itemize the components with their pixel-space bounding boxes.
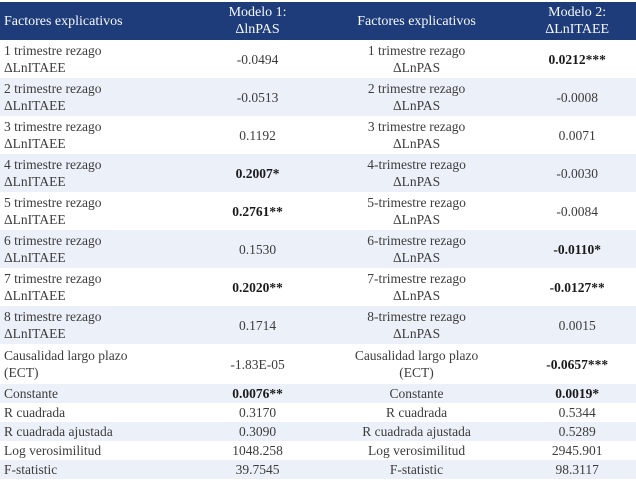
table-row-f-statistic: F-statistic 39.7545 F-statistic 98.3117 — [0, 460, 636, 479]
model1-value-cell: -1.83E-05 — [230, 356, 285, 372]
factor-right-cell: 5-trimestre rezago ΔLnPAS — [367, 195, 466, 227]
factor-right-cell: 1 trimestre rezago ΔLnPAS — [367, 43, 466, 75]
factor-left-cell: 8 trimestre rezago ΔLnITAEE — [4, 309, 102, 341]
factor-right-cell: R cuadrada — [386, 405, 448, 420]
table-header: Factores explicativos Modelo 1: ΔlnPAS F… — [0, 2, 636, 40]
table-row-constante: Constante 0.0076** Constante 0.0019* — [0, 384, 636, 403]
factor-left-cell: F-statistic — [4, 462, 58, 477]
factor-left-cell: 5 trimestre rezago ΔLnITAEE — [4, 195, 102, 227]
table-row-lag2: 2 trimestre rezago ΔLnITAEE -0.0513 2 tr… — [0, 78, 636, 116]
model2-value-cell: 0.0212*** — [548, 51, 606, 67]
model1-value-cell: 0.1530 — [239, 241, 277, 257]
model2-value-cell: 0.5344 — [558, 405, 596, 420]
factor-left-cell: Causalidad largo plazo (ECT) — [4, 348, 128, 380]
model1-value-cell: 0.3090 — [239, 424, 277, 439]
model2-value-cell: 0.5289 — [558, 424, 596, 439]
header-model2: Modelo 2: ΔLnITAEE — [545, 5, 610, 37]
factor-right-cell: F-statistic — [389, 462, 444, 477]
factor-left-cell: 4 trimestre rezago ΔLnITAEE — [4, 157, 102, 189]
factor-left-cell: 2 trimestre rezago ΔLnITAEE — [4, 81, 102, 113]
table-row-lag6: 6 trimestre rezago ΔLnITAEE 0.1530 6-tri… — [0, 230, 636, 268]
factor-right-cell: 7-trimestre rezago ΔLnPAS — [367, 271, 466, 303]
factor-left-cell: Log verosimilitud — [4, 443, 102, 458]
model1-value-cell: 0.0076** — [232, 386, 283, 401]
model2-value-cell: -0.0110* — [553, 241, 601, 257]
factor-left-cell: R cuadrada ajustada — [4, 424, 113, 439]
header-row: Factores explicativos Modelo 1: ΔlnPAS F… — [0, 2, 636, 40]
model1-value-cell: -0.0494 — [236, 51, 279, 67]
factor-left-cell: 3 trimestre rezago ΔLnITAEE — [4, 119, 102, 151]
model2-value-cell: -0.0127** — [549, 279, 605, 295]
factor-right-cell: 6-trimestre rezago ΔLnPAS — [367, 233, 466, 265]
table-row-lag5: 5 trimestre rezago ΔLnITAEE 0.2761** 5-t… — [0, 192, 636, 230]
model2-value-cell: 98.3117 — [555, 462, 599, 477]
factor-left-cell: R cuadrada — [4, 405, 66, 420]
model1-value-cell: 0.2761** — [232, 203, 283, 219]
table-body: 1 trimestre rezago ΔLnITAEE -0.0494 1 tr… — [0, 40, 636, 479]
model2-value-cell: 0.0015 — [558, 317, 596, 333]
model1-value-cell: 0.2020** — [232, 279, 283, 295]
factor-left-cell: Constante — [4, 386, 58, 401]
model2-value-cell: 0.0071 — [558, 127, 596, 143]
factor-right-cell: Constante — [389, 386, 444, 401]
model1-value-cell: 39.7545 — [235, 462, 280, 477]
table-row-r-cuadrada-ajustada: R cuadrada ajustada 0.3090 R cuadrada aj… — [0, 422, 636, 441]
model2-value-cell: -0.0657*** — [546, 356, 609, 372]
header-factors-left: Factores explicativos — [4, 13, 123, 29]
factor-right-cell: 4-trimestre rezago ΔLnPAS — [367, 157, 466, 189]
factor-right-cell: Causalidad largo plazo (ECT) — [354, 348, 479, 380]
model1-value-cell: 0.1714 — [239, 317, 277, 333]
model1-value-cell: 0.3170 — [239, 405, 277, 420]
header-factors-right: Factores explicativos — [357, 13, 476, 29]
model2-value-cell: 0.0019* — [555, 386, 600, 401]
model2-value-cell: -0.0030 — [556, 165, 598, 181]
table-row-lag4: 4 trimestre rezago ΔLnITAEE 0.2007* 4-tr… — [0, 154, 636, 192]
model1-value-cell: 1048.258 — [232, 443, 283, 458]
model2-value-cell: -0.0084 — [556, 203, 598, 219]
table-row-lag8: 8 trimestre rezago ΔLnITAEE 0.1714 8-tri… — [0, 306, 636, 344]
factor-right-cell: 3 trimestre rezago ΔLnPAS — [367, 119, 466, 151]
factor-right-cell: Log verosimilitud — [367, 443, 466, 458]
table-row-ect: Causalidad largo plazo (ECT) -1.83E-05 C… — [0, 344, 636, 384]
factor-right-cell: 8-trimestre rezago ΔLnPAS — [367, 309, 466, 341]
factor-right-cell: 2 trimestre rezago ΔLnPAS — [367, 81, 466, 113]
model1-value-cell: 0.1192 — [239, 127, 276, 143]
factor-right-cell: R cuadrada ajustada — [362, 424, 471, 439]
table-row-r-cuadrada: R cuadrada 0.3170 R cuadrada 0.5344 — [0, 403, 636, 422]
model2-value-cell: 2945.901 — [551, 443, 603, 458]
factor-left-cell: 1 trimestre rezago ΔLnITAEE — [4, 43, 102, 75]
model1-value-cell: -0.0513 — [236, 89, 279, 105]
model2-value-cell: -0.0008 — [556, 89, 598, 105]
model1-value-cell: 0.2007* — [235, 165, 280, 181]
table-row-lag7: 7 trimestre rezago ΔLnITAEE 0.2020** 7-t… — [0, 268, 636, 306]
table-row-lag3: 3 trimestre rezago ΔLnITAEE 0.1192 3 tri… — [0, 116, 636, 154]
header-model1: Modelo 1: ΔlnPAS — [228, 5, 287, 37]
factor-left-cell: 7 trimestre rezago ΔLnITAEE — [4, 271, 102, 303]
table-row-log-verosimilitud: Log verosimilitud 1048.258 Log verosimil… — [0, 441, 636, 460]
factor-left-cell: 6 trimestre rezago ΔLnITAEE — [4, 233, 102, 265]
table-row-lag1: 1 trimestre rezago ΔLnITAEE -0.0494 1 tr… — [0, 40, 636, 78]
